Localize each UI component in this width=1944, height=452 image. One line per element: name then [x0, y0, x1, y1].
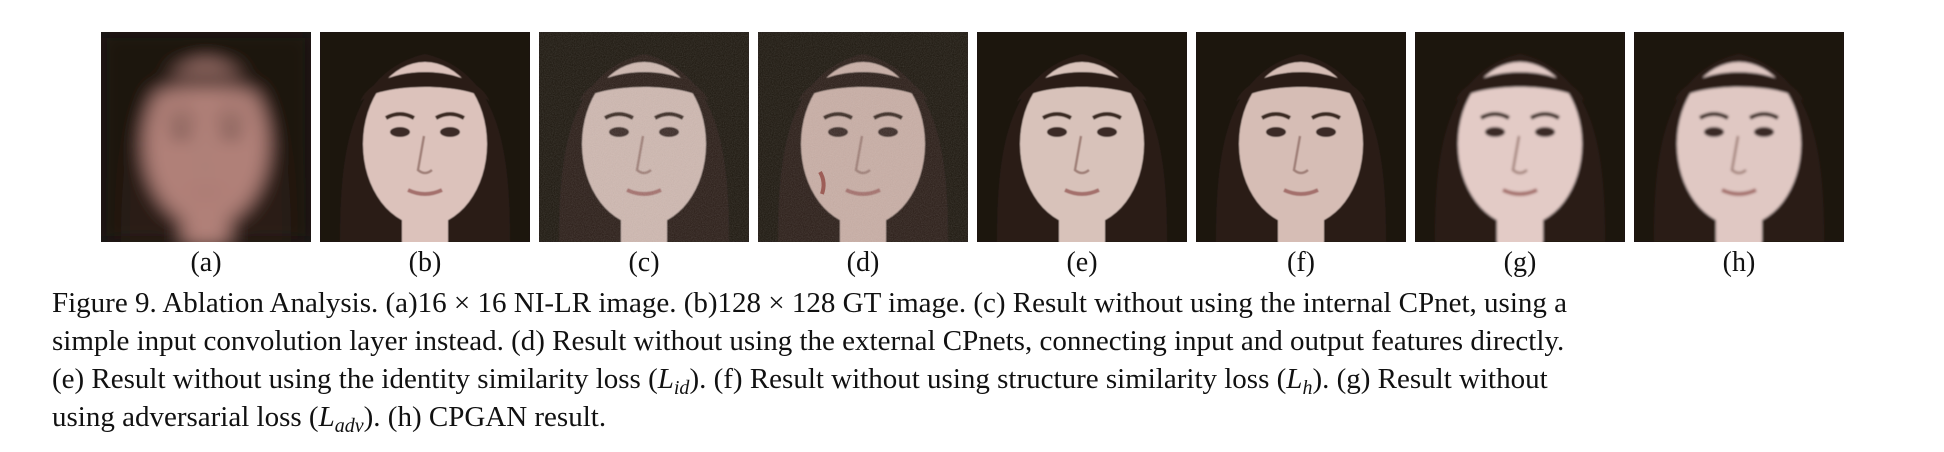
panel-label: (d)	[846, 247, 880, 278]
face-image	[1634, 32, 1844, 242]
caption-line-3: (e) Result without using the identity si…	[52, 363, 1548, 399]
figure-panel: (b)	[320, 32, 530, 278]
face-image	[758, 32, 968, 242]
figure-panel: (g)	[1415, 32, 1625, 278]
face-image	[1196, 32, 1406, 242]
panel-label: (e)	[1066, 247, 1098, 278]
panel-label: (c)	[628, 247, 660, 278]
panel-label: (g)	[1503, 247, 1537, 278]
figure-panel: (f)	[1196, 32, 1406, 278]
figure-panel: (a)	[101, 32, 311, 278]
caption-line-4: using adversarial loss (Ladv). (h) CPGAN…	[52, 401, 607, 437]
figure-panel: (e)	[977, 32, 1187, 278]
caption-line-2: simple input convolution layer instead. …	[52, 325, 1565, 357]
face-image	[320, 32, 530, 242]
figure-caption: Figure 9. Ablation Analysis. (a)16 × 16 …	[52, 284, 1912, 436]
face-image	[539, 32, 749, 242]
face-image	[977, 32, 1187, 242]
figure-image-strip: (a) (b) (c)	[101, 32, 1844, 278]
face-image	[1415, 32, 1625, 242]
panel-label: (f)	[1287, 247, 1315, 278]
figure-panel: (d)	[758, 32, 968, 278]
panel-label: (h)	[1722, 247, 1756, 278]
caption-line-1: Figure 9. Ablation Analysis. (a)16 × 16 …	[52, 287, 1567, 319]
figure-panel: (h)	[1634, 32, 1844, 278]
panel-label: (b)	[408, 247, 442, 278]
figure-panel: (c)	[539, 32, 749, 278]
panel-label: (a)	[190, 247, 222, 278]
face-image	[101, 32, 311, 242]
